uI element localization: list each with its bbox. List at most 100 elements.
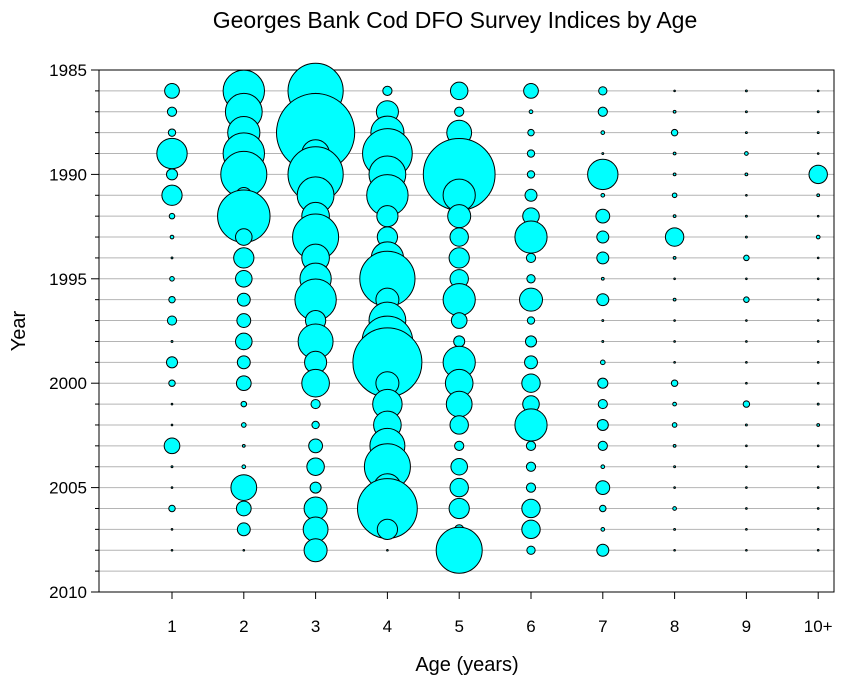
bubble-age-6-year-2000 [521,373,541,393]
bubble-age-5-year-1997 [450,312,468,329]
bubble-age-8-year-2003 [672,443,677,448]
bubble-age-7-year-1994 [596,251,610,265]
bubble-age-6-year-1989 [526,149,536,158]
bubble-age-10+-year-2008 [816,548,820,552]
bubble-age-2-year-2008 [242,548,246,552]
bubble-age-7-year-2005 [595,480,611,496]
bubble-age-8-year-1993 [664,227,685,247]
bubble-age-6-year-1998 [524,335,538,348]
bubble-age-10+-year-1990 [808,164,828,185]
bubble-age-7-year-1987 [597,106,608,117]
bubble-age-4-year-1986 [382,85,393,96]
bubble-age-5-year-1996 [442,283,476,317]
bubble-age-10+-year-1995 [816,277,820,281]
bubble-age-9-year-2005 [745,486,748,489]
bubble-age-10+-year-1997 [816,319,820,322]
bubble-age-3-year-2003 [308,438,324,454]
bubble-age-10+-year-1994 [816,256,820,260]
bubble-age-10+-year-1996 [816,298,820,301]
bubble-age-7-year-2000 [597,377,609,389]
x-tick-label: 4 [383,617,392,636]
bubble-age-8-year-2008 [673,548,676,552]
bubble-age-10+-year-1991 [816,193,821,198]
bubble-age-8-year-1998 [673,340,676,343]
bubble-age-5-year-1994 [448,247,470,269]
bubble-age-4-year-2007 [376,518,399,540]
y-axis-ticks: 1985 1990 1995 2000 2005 2010 [49,61,99,602]
bubble-age-1-year-2008 [170,548,174,552]
bubble-age-8-year-1996 [672,297,677,302]
bubble-age-5-year-1992 [447,204,472,229]
bubble-age-3-year-2002 [311,420,320,430]
bubble-age-7-year-2008 [596,543,610,557]
bubble-age-2-year-1997 [236,313,252,328]
bubble-age-2-year-1996 [236,292,251,307]
bubble-age-1-year-1994 [170,256,174,260]
bubble-age-2-year-1993 [235,228,253,246]
bubble-age-9-year-1997 [745,319,748,322]
bubble-age-1-year-2000 [168,379,176,387]
bubble-age-1-year-1988 [167,128,177,137]
bubble-age-1-year-2005 [170,486,174,489]
bubble-age-2-year-1999 [236,355,251,370]
bubble-age-10+-year-1987 [816,110,820,114]
bubble-age-3-year-2007 [302,516,329,543]
bubble-age-10+-year-2001 [816,402,820,406]
bubble-age-1-year-1997 [166,315,178,326]
bubble-age-8-year-1990 [672,172,677,177]
bubble-age-3-year-2001 [310,398,321,410]
bubble-age-8-year-1986 [673,89,676,93]
bubble-age-2-year-1995 [235,270,253,288]
bubble-age-7-year-1991 [600,192,606,198]
bubble-age-7-year-2006 [599,504,607,513]
bubble-age-5-year-1993 [449,227,469,247]
bubble-age-10+-year-2003 [816,444,820,448]
bubble-age-7-year-1997 [601,319,605,322]
bubble-age-10+-year-1989 [816,152,820,155]
bubble-age-6-year-1996 [519,287,543,312]
bubble-age-10+-year-2004 [816,465,820,469]
x-tick-label: 3 [311,617,320,636]
bubble-age-6-year-1987 [528,109,534,115]
bubble-age-5-year-2006 [448,497,470,520]
bubble-age-10+-year-2002 [816,423,821,427]
bubble-age-1-year-1990 [165,168,179,181]
bubble-age-1-year-2006 [168,504,176,513]
bubble-age-8-year-2006 [672,506,677,511]
bubble-age-7-year-1992 [595,208,611,224]
bubble-age-6-year-1995 [526,274,536,284]
bubble-age-6-year-1999 [524,355,538,370]
x-tick-label: 2 [239,617,248,636]
bubble-age-6-year-1991 [524,188,538,202]
bubble-age-7-year-2003 [597,440,608,451]
bubble-age-1-year-2007 [170,528,174,531]
bubble-age-9-year-2000 [745,381,748,385]
bubble-age-10+-year-1992 [816,214,820,218]
bubble-age-1-year-2001 [170,402,174,406]
bubble-age-3-year-2004 [306,457,325,476]
bubble-age-8-year-2002 [671,422,678,428]
bubble-age-5-year-2005 [449,477,469,498]
bubble-age-9-year-1993 [744,235,748,239]
bubble-age-2-year-2003 [241,443,246,448]
bubble-age-1-year-1996 [168,295,176,304]
bubble-age-8-year-1992 [672,214,677,219]
bubble-age-1-year-1987 [166,106,178,117]
bubble-age-7-year-1996 [596,293,610,307]
y-tick-label: 1985 [49,61,87,80]
bubble-age-6-year-1988 [527,128,535,137]
bubble-age-2-year-2004 [241,464,247,470]
bubble-age-1-year-1995 [169,276,175,282]
bubble-age-9-year-1992 [744,214,748,218]
bubble-age-5-year-2002 [449,415,469,435]
bubble-age-6-year-2008 [526,545,536,555]
bubble-age-9-year-1989 [744,151,749,156]
bubble-age-7-year-1993 [596,230,610,244]
bubble-age-6-year-2007 [521,519,541,540]
bubble-age-6-year-2006 [521,498,541,519]
bubble-age-6-year-1993 [514,220,548,254]
bubble-age-8-year-1995 [673,277,676,281]
y-tick-label: 1990 [49,165,87,184]
bubbles [156,62,828,574]
bubble-age-10+-year-2006 [816,507,820,510]
